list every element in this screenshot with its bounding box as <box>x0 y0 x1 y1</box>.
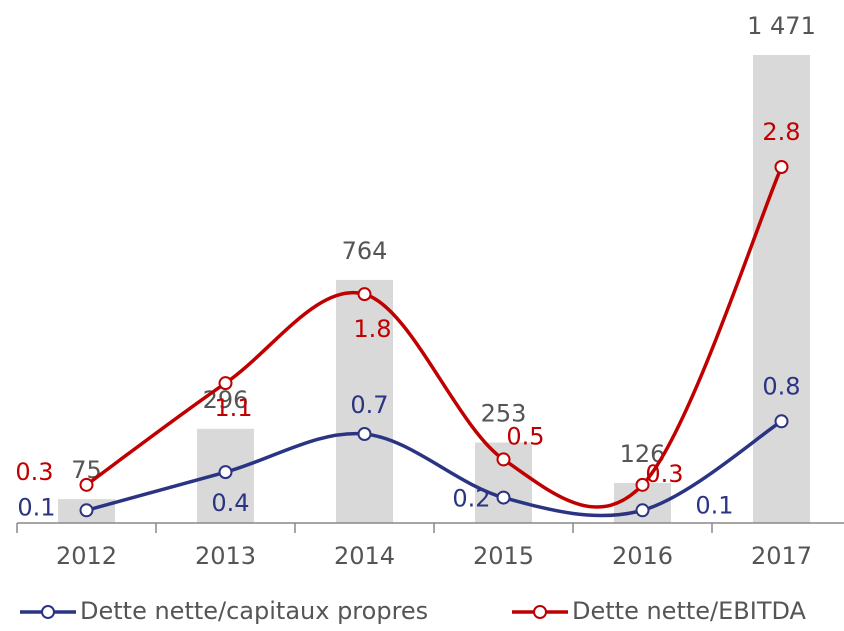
data-label: 0.2 <box>452 485 490 513</box>
data-label: 0.3 <box>15 458 53 486</box>
legend-label: Dette nette/capitaux propres <box>80 597 428 625</box>
line <box>85 166 784 509</box>
data-label: 0.8 <box>762 372 800 400</box>
point <box>357 427 372 441</box>
bar-label: 764 <box>342 237 388 265</box>
bar-label: 296 <box>203 386 249 414</box>
data-label: 0.4 <box>211 489 249 517</box>
point <box>496 452 511 467</box>
data-label: 0.3 <box>645 460 683 488</box>
data-label: 0.1 <box>17 493 55 521</box>
line <box>86 419 783 518</box>
point <box>774 160 789 174</box>
data-label: 2.8 <box>762 118 800 146</box>
data-label: 1.1 <box>214 394 252 422</box>
point <box>357 287 372 302</box>
data-label: 0.1 <box>695 491 733 519</box>
bar <box>753 55 810 523</box>
x-tick-label: 2015 <box>473 542 534 570</box>
bar <box>336 279 393 523</box>
x-tick-label: 2012 <box>56 542 117 570</box>
x-tick-label: 2013 <box>195 542 256 570</box>
point <box>774 414 789 429</box>
x-tick-label: 2017 <box>751 542 812 570</box>
legend-marker <box>533 605 547 619</box>
legend-marker <box>41 605 55 619</box>
point <box>218 465 233 480</box>
data-label: 1.8 <box>353 315 391 343</box>
data-label: 0.7 <box>350 391 388 419</box>
data-label: 0.5 <box>506 422 544 450</box>
x-tick-label: 2016 <box>612 542 673 570</box>
point <box>635 503 650 518</box>
point <box>496 490 511 505</box>
bar-label: 253 <box>481 400 527 428</box>
legend-label: Dette nette/EBITDA <box>572 597 807 625</box>
point <box>635 477 650 492</box>
x-tick-label: 2014 <box>334 542 395 570</box>
point <box>218 376 233 391</box>
point <box>79 503 94 518</box>
point <box>79 477 94 492</box>
bar-label: 1 471 <box>747 12 816 40</box>
